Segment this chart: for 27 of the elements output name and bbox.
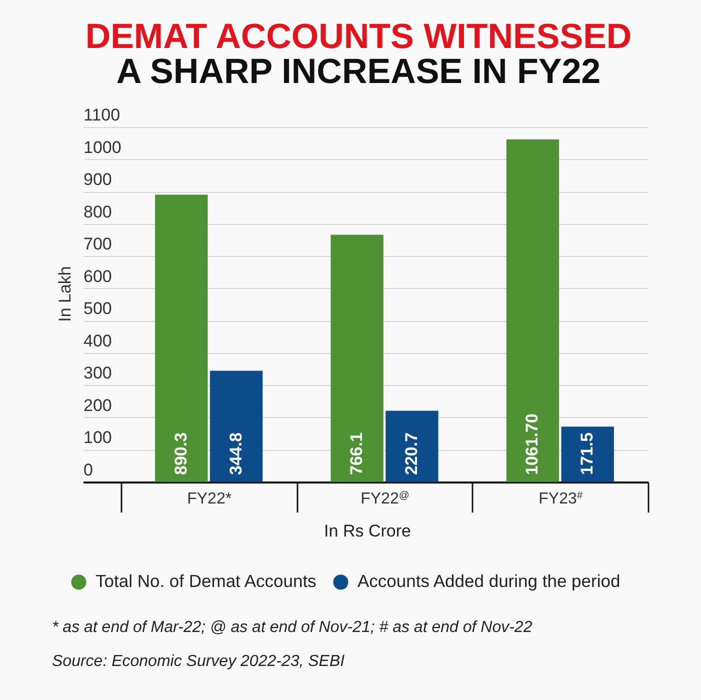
y-tick-label: 200 [84, 396, 112, 415]
y-tick-label: 500 [84, 299, 112, 318]
y-tick-label: 300 [84, 364, 112, 383]
y-tick-label: 1100 [84, 106, 120, 124]
data-label: 1061.70 [522, 414, 542, 475]
y-tick-label: 600 [84, 266, 112, 286]
x-axis-title: In Rs Crore [324, 522, 411, 540]
data-label: 766.1 [347, 432, 366, 475]
y-tick-label: 1000 [84, 138, 122, 157]
x-tick-label: FY22$^{@}$ [360, 490, 410, 508]
text: * as at end of Mar-22; @ as at end of Nov-21; # as at end of Nov-22 [52, 618, 532, 638]
y-tick-label: 800 [84, 202, 112, 222]
y-tick-label: 100 [84, 428, 112, 448]
legend-label: Accounts Added during the period [358, 571, 620, 592]
source-note: Source: Economic Survey 2022-23, SEBI [52, 652, 345, 672]
legend-label: Total No. of Demat Accounts [96, 571, 317, 592]
y-tick-label: 0 [84, 460, 93, 480]
data-label: 171.5 [578, 432, 597, 475]
x-tick-label: FY23$^{#}$ [538, 490, 583, 508]
y-tick-label: 900 [84, 170, 112, 190]
data-label: 220.7 [402, 432, 421, 475]
y-axis-title: In Lakh [56, 266, 74, 322]
x-tick-label: FY22* [187, 490, 232, 508]
data-label: 344.8 [226, 432, 246, 475]
y-tick-label: 700 [84, 234, 112, 254]
y-tick-label: 400 [84, 331, 112, 350]
data-label: 890.3 [171, 432, 190, 475]
